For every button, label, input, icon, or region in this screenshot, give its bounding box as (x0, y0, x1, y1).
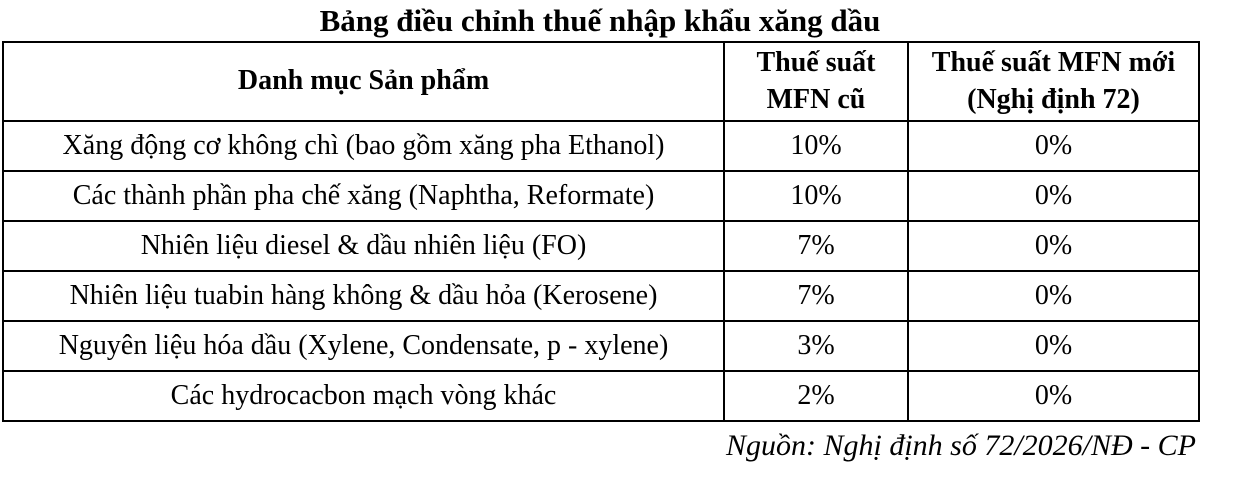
old-rate-cell: 3% (723, 320, 909, 372)
new-rate-cell: 0% (907, 220, 1200, 272)
old-rate-cell: 10% (723, 120, 909, 172)
table-header-row: Danh mục Sản phẩm Thuế suất MFN cũ Thuế … (2, 41, 1200, 122)
new-rate-cell: 0% (907, 370, 1200, 422)
table-row: Các thành phần pha chế xăng (Naphtha, Re… (2, 170, 1200, 222)
old-rate-cell: 7% (723, 270, 909, 322)
page: Bảng điều chỉnh thuế nhập khẩu xăng dầu … (2, 0, 1200, 466)
new-rate-cell: 0% (907, 120, 1200, 172)
tax-table: Danh mục Sản phẩm Thuế suất MFN cũ Thuế … (2, 41, 1200, 422)
product-cell: Các hydrocacbon mạch vòng khác (2, 370, 725, 422)
column-header-old-mfn-rate: Thuế suất MFN cũ (723, 41, 909, 122)
product-cell: Nguyên liệu hóa dầu (Xylene, Condensate,… (2, 320, 725, 372)
product-cell: Xăng động cơ không chì (bao gồm xăng pha… (2, 120, 725, 172)
old-rate-cell: 7% (723, 220, 909, 272)
product-cell: Nhiên liệu diesel & dầu nhiên liệu (FO) (2, 220, 725, 272)
table-row: Các hydrocacbon mạch vòng khác 2% 0% (2, 370, 1200, 422)
old-rate-cell: 10% (723, 170, 909, 222)
source-note: Nguồn: Nghị định số 72/2026/NĐ - CP (725, 429, 1196, 462)
column-header-product: Danh mục Sản phẩm (2, 41, 725, 122)
product-cell: Các thành phần pha chế xăng (Naphtha, Re… (2, 170, 725, 222)
table-row: Nhiên liệu diesel & dầu nhiên liệu (FO) 7… (2, 220, 1200, 272)
table-row: Nguyên liệu hóa dầu (Xylene, Condensate,… (2, 320, 1200, 372)
new-rate-cell: 0% (907, 320, 1200, 372)
product-cell: Nhiên liệu tuabin hàng không & dầu hỏa (… (2, 270, 725, 322)
table-row: Nhiên liệu tuabin hàng không & dầu hỏa (… (2, 270, 1200, 322)
new-rate-cell: 0% (907, 270, 1200, 322)
page-title: Bảng điều chỉnh thuế nhập khẩu xăng dầu (319, 3, 881, 38)
old-rate-cell: 2% (723, 370, 909, 422)
new-rate-cell: 0% (907, 170, 1200, 222)
table-row: Xăng động cơ không chì (bao gồm xăng pha… (2, 120, 1200, 172)
column-header-new-mfn-rate: Thuế suất MFN mới (Nghị định 72) (907, 41, 1200, 122)
table-body: Xăng động cơ không chì (bao gồm xăng pha… (2, 120, 1200, 422)
